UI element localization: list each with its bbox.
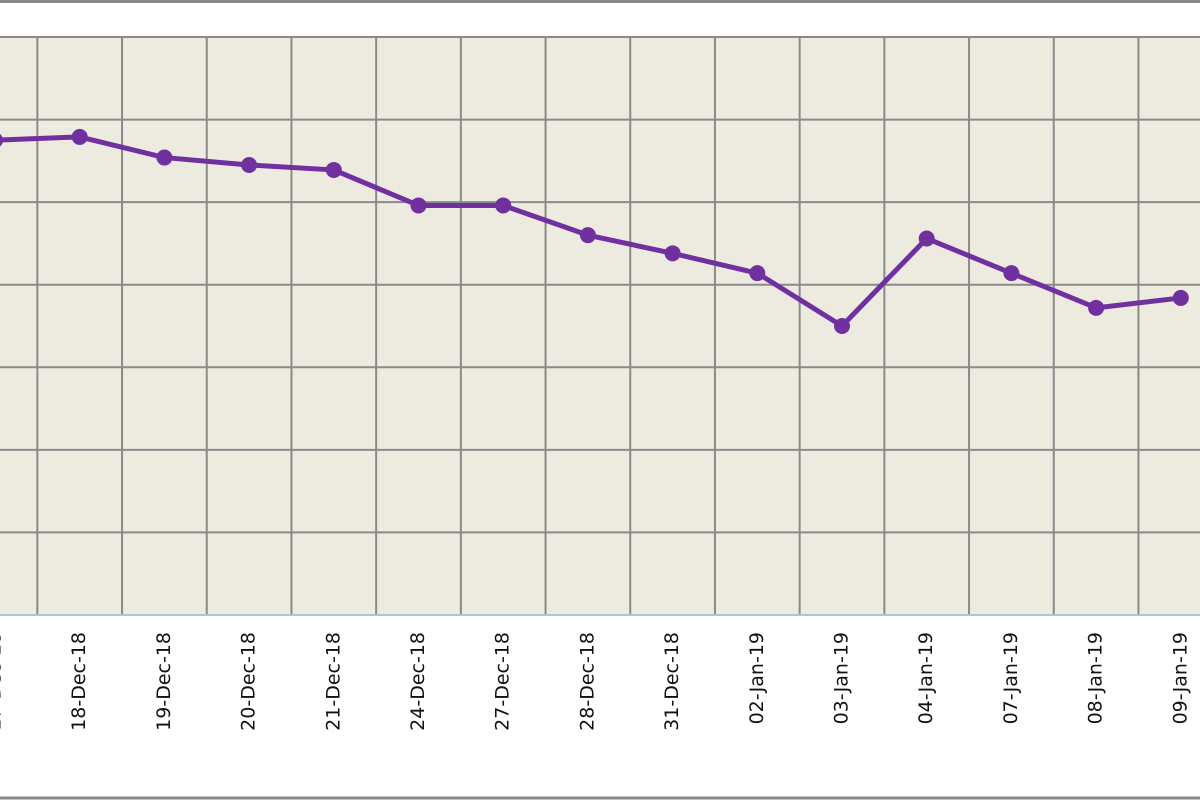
data-point bbox=[579, 227, 596, 244]
data-point bbox=[834, 318, 850, 334]
x-tick-label: 28-Dec-18 bbox=[576, 632, 598, 731]
data-point bbox=[495, 197, 512, 214]
data-point bbox=[1003, 265, 1020, 282]
data-point bbox=[241, 156, 258, 173]
plot-area bbox=[0, 37, 1200, 615]
x-tick-label: 18-Dec-18 bbox=[68, 632, 90, 731]
x-tick-label: 02-Jan-19 bbox=[746, 632, 768, 724]
data-point bbox=[410, 197, 427, 214]
x-tick-label: 08-Jan-19 bbox=[1085, 632, 1107, 724]
data-point bbox=[156, 149, 173, 166]
x-tick-label: 27-Dec-18 bbox=[492, 632, 514, 731]
x-tick-label: 09-Jan-19 bbox=[1169, 632, 1191, 724]
x-tick-label: 20-Dec-18 bbox=[238, 632, 260, 731]
data-point bbox=[325, 161, 342, 178]
data-point bbox=[1172, 289, 1189, 306]
data-point bbox=[0, 133, 3, 147]
x-tick-label: 21-Dec-18 bbox=[322, 632, 344, 731]
data-point bbox=[749, 265, 766, 282]
marks bbox=[0, 128, 1189, 334]
data-point bbox=[664, 245, 681, 262]
x-tick-label: 07-Jan-19 bbox=[1000, 632, 1022, 724]
x-tick-label: 17-Dec-18 bbox=[0, 632, 6, 731]
data-point bbox=[71, 128, 88, 145]
x-tick-label: 19-Dec-18 bbox=[153, 632, 175, 731]
data-point bbox=[918, 230, 935, 247]
x-tick-label: 31-Dec-18 bbox=[661, 632, 683, 731]
x-tick-label: 03-Jan-19 bbox=[831, 632, 853, 724]
x-tick-label: 04-Jan-19 bbox=[915, 632, 937, 724]
data-point bbox=[1088, 299, 1105, 316]
x-tick-label: 24-Dec-18 bbox=[407, 632, 429, 731]
